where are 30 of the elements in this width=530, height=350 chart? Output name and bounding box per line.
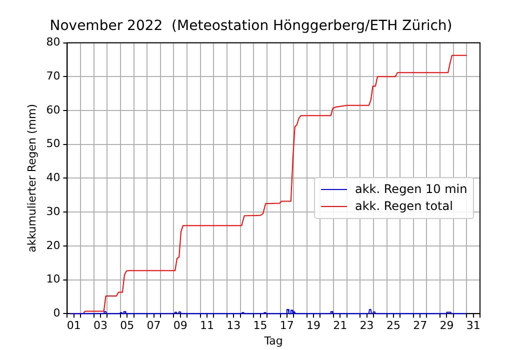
x-tick-label: 03 bbox=[93, 319, 108, 332]
chart-title: November 2022 (Meteostation Hönggerberg/ETH Zürich) bbox=[50, 18, 452, 34]
legend-label: akk. Regen 10 min bbox=[355, 181, 468, 198]
x-axis-title: Tag bbox=[263, 334, 283, 348]
x-tick-label: 27 bbox=[413, 319, 428, 332]
y-tick-label: 0 bbox=[53, 306, 60, 320]
x-tick-label: 25 bbox=[386, 319, 400, 332]
y-tick-label: 80 bbox=[46, 36, 60, 49]
y-tick-label: 50 bbox=[46, 137, 60, 150]
x-tick-label: 09 bbox=[173, 319, 188, 332]
y-tick-label: 30 bbox=[46, 204, 60, 218]
y-tick-label: 70 bbox=[46, 70, 60, 83]
x-tick-label: 13 bbox=[226, 319, 241, 332]
y-tick-label: 20 bbox=[46, 238, 60, 252]
x-tick-label: 31 bbox=[466, 319, 480, 332]
x-tick-label: 15 bbox=[253, 319, 268, 332]
x-tick-label: 05 bbox=[120, 319, 134, 332]
x-tick-label: 17 bbox=[280, 319, 294, 332]
x-tick-label: 07 bbox=[146, 319, 161, 332]
x-tick-label: 11 bbox=[200, 319, 214, 332]
y-axis-title: akkumulierter Regen (mm) bbox=[25, 104, 38, 252]
y-tick-label: 10 bbox=[46, 272, 60, 286]
x-tick-label: 21 bbox=[333, 319, 348, 332]
x-tick-label: 23 bbox=[360, 319, 374, 332]
y-tick-label: 60 bbox=[46, 103, 60, 116]
x-tick-label: 19 bbox=[306, 319, 321, 332]
y-tick-label: 40 bbox=[46, 171, 60, 184]
legend-label: akk. Regen total bbox=[355, 198, 453, 216]
x-tick-label: 29 bbox=[440, 319, 454, 332]
x-tick-label: 01 bbox=[66, 319, 81, 332]
